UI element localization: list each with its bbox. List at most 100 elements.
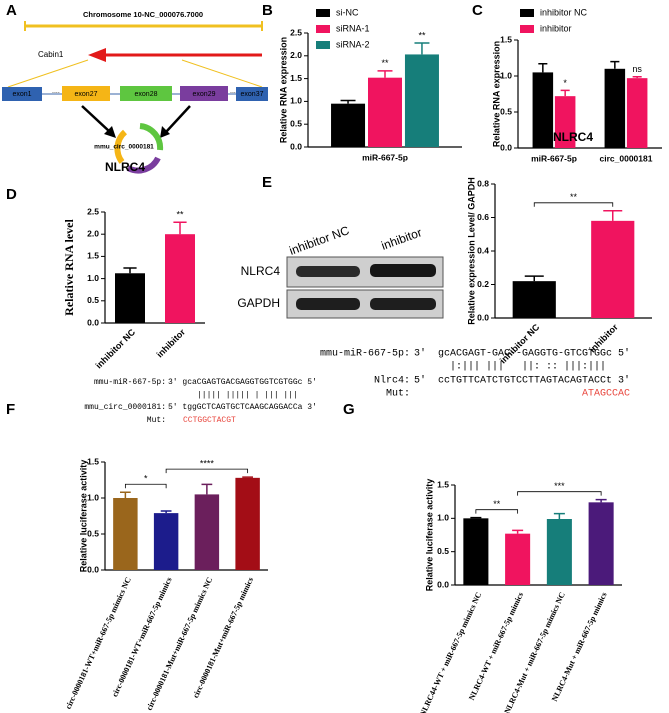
exon — [120, 86, 172, 101]
chromosome-label: Chromosome 10-NC_000076.7000 — [83, 10, 203, 19]
exon-label: exon27 — [75, 91, 98, 98]
significance-label: ** — [381, 58, 389, 68]
exon-label: exon29 — [193, 91, 216, 98]
y-axis-label: Relative RNA expression — [491, 41, 501, 147]
significance-label: ** — [570, 192, 578, 202]
y-tick-label: 0.5 — [87, 295, 99, 305]
error-bar — [377, 70, 393, 78]
error-bar — [632, 75, 642, 79]
y-tick-label: 1.5 — [500, 34, 512, 44]
sequence-name: Mut: — [147, 416, 166, 425]
bar — [604, 68, 626, 148]
significance-label: ** — [493, 499, 501, 509]
panel-label: C — [472, 2, 483, 19]
mutant-sequence: CCTGGCTACGT — [183, 416, 236, 425]
bar — [626, 78, 648, 148]
exon — [236, 87, 268, 101]
error-bar — [603, 210, 623, 221]
y-axis-label: Relative luciferase activity — [78, 460, 88, 573]
legend-label: inhibitor — [540, 23, 572, 33]
bar — [115, 273, 145, 323]
y-tick-label: 2.0 — [290, 50, 302, 60]
y-axis-label: Relative luciferase activity — [424, 479, 434, 592]
legend-swatch — [520, 9, 534, 17]
bar — [463, 518, 489, 585]
significance-bracket — [475, 509, 519, 514]
exon — [2, 87, 42, 101]
blot-band — [370, 298, 436, 310]
y-tick-label: 0.6 — [477, 212, 489, 222]
y-tick-label: 1.0 — [87, 492, 99, 502]
y-axis-label: Relative expression Level/ GAPDH — [466, 177, 476, 325]
y-axis-label: Relative RNA level — [62, 219, 76, 316]
y-tick-label: 0.4 — [477, 245, 489, 255]
panel-label: D — [6, 186, 17, 203]
blot-band — [370, 264, 436, 277]
blot-band — [296, 266, 360, 277]
mutant-sequence: ATAGCCAC — [582, 389, 630, 400]
y-axis-label: Relative RNA expression — [278, 37, 288, 143]
circ-arc — [114, 129, 128, 164]
error-bar — [414, 42, 430, 55]
y-tick-label: 1.0 — [290, 96, 302, 106]
circ-arc — [126, 156, 161, 174]
bar — [532, 72, 554, 148]
bar — [194, 494, 220, 570]
bar — [165, 234, 195, 323]
panel-label: B — [262, 2, 273, 19]
lane-label: inhibitor NC — [287, 223, 351, 258]
sequence: 5' tggGCTCAGTGCTCAAGCAGGACCa 3' — [168, 403, 317, 412]
zoom-line — [181, 59, 263, 88]
significance-bracket — [517, 491, 602, 496]
error-bar — [160, 510, 172, 514]
significance-label: * — [563, 78, 567, 88]
x-tick-label: circ-0000181-WT+miR-667-5p mimics NC — [64, 576, 133, 711]
bar — [404, 54, 439, 147]
legend-label: si-NC — [336, 7, 359, 17]
exon-label: exon1 — [12, 91, 31, 98]
sequence-name: Mut: — [386, 389, 410, 400]
bar — [331, 103, 366, 147]
gene-arrowhead — [88, 48, 106, 62]
y-tick-label: 2.5 — [87, 206, 99, 216]
significance-label: * — [144, 474, 148, 484]
sequence-name: mmu-miR-667-5p: — [94, 378, 166, 387]
bar — [153, 513, 179, 570]
significance-label: ns — [632, 64, 642, 74]
protein-label: NLRC4 — [241, 264, 281, 278]
panel-label: E — [262, 174, 272, 191]
legend-swatch — [316, 9, 330, 17]
bar — [588, 502, 614, 585]
arrow — [81, 105, 111, 133]
error-bar — [512, 529, 524, 534]
bar — [367, 77, 403, 147]
y-tick-label: 0.0 — [500, 142, 512, 152]
panel-label: F — [6, 401, 15, 418]
sequence: 3' gcACGAGT-GAC--GAGGTG-GTCGTGGc 5' — [414, 348, 630, 360]
x-tick-label: circ_0000181 — [600, 153, 653, 163]
exon-label: .... — [52, 88, 60, 95]
error-bar — [119, 491, 131, 498]
circ-arc — [139, 123, 164, 151]
y-tick-label: 2.0 — [87, 228, 99, 238]
blot-band — [296, 298, 360, 310]
sequence-alignment: mmu-miR-667-5p: 3' gcaCGAGTGACGAGGTGGTCG… — [84, 378, 316, 425]
exon-label: exon37 — [241, 91, 264, 98]
error-bar — [595, 498, 607, 503]
sequence-alignment: mmu-miR-667-5p: 3' gcACGAGT-GAC--GAGGTG-… — [320, 348, 630, 400]
x-tick-label: miR-667-5p — [362, 152, 408, 162]
bar — [512, 281, 556, 318]
western-blot: inhibitor NC inhibitor NLRC4 GAPDH — [237, 223, 444, 319]
y-tick-label: 0.0 — [87, 317, 99, 327]
x-tick-label: inhibitor NC — [94, 327, 138, 371]
y-tick-label: 0.5 — [290, 118, 302, 128]
exon-label: .... — [230, 88, 238, 95]
bar — [235, 477, 260, 570]
bar — [113, 498, 138, 570]
exon-label: exon28 — [135, 91, 158, 98]
y-tick-label: 1.5 — [87, 456, 99, 466]
exon — [180, 86, 228, 101]
gene-diagram: Chromosome 10-NC_000076.7000 Cabin1 exon… — [2, 10, 268, 174]
protein-label: GAPDH — [237, 296, 280, 310]
